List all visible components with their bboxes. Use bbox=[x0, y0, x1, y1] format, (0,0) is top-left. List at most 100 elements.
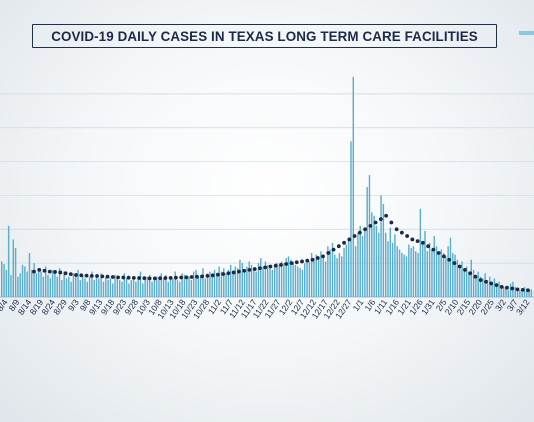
bar bbox=[412, 246, 415, 297]
bar bbox=[440, 249, 442, 297]
bar bbox=[465, 266, 468, 297]
bar bbox=[350, 141, 352, 297]
bar bbox=[65, 278, 68, 297]
average-point bbox=[368, 224, 373, 228]
bar bbox=[498, 281, 500, 297]
bar bbox=[435, 246, 438, 297]
bar bbox=[431, 249, 433, 297]
average-point bbox=[515, 287, 520, 292]
bar bbox=[174, 271, 176, 297]
bar bbox=[357, 232, 359, 297]
bar bbox=[417, 252, 419, 297]
bar bbox=[38, 268, 40, 297]
bar bbox=[458, 264, 461, 297]
bar bbox=[125, 278, 128, 297]
bar-series bbox=[1, 76, 533, 298]
bar bbox=[338, 252, 341, 297]
average-point bbox=[126, 275, 131, 280]
average-point bbox=[184, 275, 189, 280]
bar bbox=[132, 276, 135, 297]
bar bbox=[364, 230, 366, 297]
bar bbox=[403, 254, 405, 297]
average-point bbox=[131, 275, 136, 280]
bar bbox=[345, 244, 348, 297]
bar bbox=[468, 271, 470, 297]
bar bbox=[243, 269, 246, 297]
average-point bbox=[279, 262, 283, 267]
bar bbox=[188, 276, 190, 297]
average-point bbox=[399, 230, 404, 235]
bar bbox=[324, 261, 327, 297]
average-point bbox=[231, 270, 236, 275]
bar bbox=[341, 256, 343, 297]
bar bbox=[211, 274, 213, 297]
average-point bbox=[300, 259, 304, 264]
bar bbox=[331, 242, 334, 297]
chart-title: COVID-19 DAILY CASES IN TEXAS LONG TERM … bbox=[32, 24, 497, 48]
bar bbox=[197, 276, 200, 297]
bar bbox=[123, 273, 126, 297]
bar bbox=[229, 264, 232, 297]
bar bbox=[105, 276, 107, 297]
bar bbox=[49, 278, 51, 297]
x-axis-tick-labels: 8/48/98/148/198/248/299/39/89/139/189/23… bbox=[0, 297, 532, 320]
average-point bbox=[247, 268, 252, 272]
average-point bbox=[74, 273, 78, 277]
bar bbox=[183, 274, 186, 297]
bar bbox=[181, 273, 183, 297]
bar bbox=[375, 225, 378, 297]
average-point bbox=[452, 261, 457, 266]
x-tick-label: 3/12 bbox=[514, 297, 532, 317]
bar bbox=[241, 263, 243, 297]
bar bbox=[271, 269, 274, 297]
average-point bbox=[116, 275, 120, 280]
bar bbox=[486, 280, 489, 297]
bar bbox=[3, 263, 5, 297]
bar bbox=[378, 232, 380, 297]
bar bbox=[479, 276, 482, 297]
bar bbox=[304, 263, 306, 297]
bar bbox=[199, 274, 202, 297]
bar bbox=[366, 186, 368, 297]
bar bbox=[186, 278, 188, 297]
bar bbox=[167, 281, 169, 297]
bar bbox=[5, 269, 8, 297]
average-point bbox=[294, 260, 299, 265]
average-point bbox=[457, 264, 462, 269]
average-point bbox=[68, 272, 73, 277]
bar bbox=[75, 276, 77, 297]
bar bbox=[500, 285, 503, 297]
bar bbox=[116, 276, 119, 297]
average-point bbox=[273, 263, 278, 268]
bar bbox=[202, 268, 204, 297]
average-point bbox=[384, 213, 389, 218]
bar bbox=[236, 268, 239, 297]
bar bbox=[472, 269, 475, 297]
bar bbox=[519, 290, 521, 297]
bar bbox=[169, 276, 172, 297]
average-point bbox=[221, 272, 226, 276]
average-point bbox=[189, 275, 194, 279]
bar bbox=[278, 264, 280, 297]
average-point bbox=[163, 276, 168, 280]
bar bbox=[102, 281, 105, 297]
bar bbox=[408, 244, 410, 297]
bar bbox=[334, 254, 336, 297]
bar bbox=[359, 225, 361, 297]
bar bbox=[405, 256, 408, 297]
average-point bbox=[195, 274, 199, 279]
bar bbox=[61, 280, 63, 297]
bar bbox=[176, 280, 179, 297]
bar bbox=[401, 252, 403, 297]
bar bbox=[484, 273, 486, 297]
average-point bbox=[510, 286, 515, 291]
bar bbox=[442, 252, 445, 297]
bar bbox=[306, 259, 308, 297]
bar bbox=[523, 286, 526, 297]
bar bbox=[79, 280, 82, 297]
bar bbox=[294, 264, 297, 297]
bar bbox=[347, 237, 350, 297]
average-point bbox=[347, 237, 352, 242]
bar bbox=[428, 242, 431, 297]
